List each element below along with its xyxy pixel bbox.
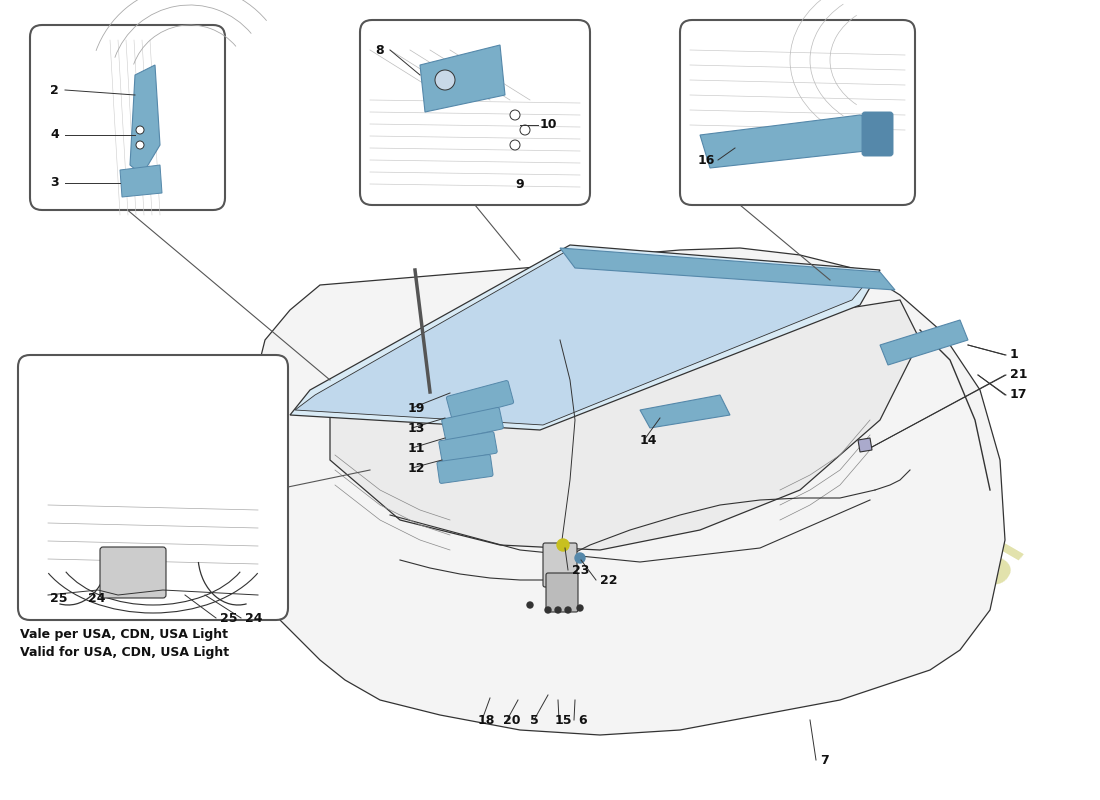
Text: 4: 4: [50, 129, 58, 142]
Text: Valid for USA, CDN, USA Light: Valid for USA, CDN, USA Light: [20, 646, 229, 659]
Polygon shape: [240, 248, 1005, 735]
Polygon shape: [700, 115, 874, 168]
Text: 11: 11: [408, 442, 426, 454]
FancyBboxPatch shape: [442, 407, 504, 441]
FancyBboxPatch shape: [360, 20, 590, 205]
Text: since 1985: since 1985: [693, 377, 1027, 603]
Text: 21: 21: [1010, 369, 1027, 382]
FancyBboxPatch shape: [543, 543, 578, 587]
Text: 12: 12: [408, 462, 426, 474]
Circle shape: [544, 607, 551, 613]
Text: 6: 6: [578, 714, 586, 726]
Polygon shape: [858, 438, 872, 452]
Circle shape: [520, 125, 530, 135]
Text: 13: 13: [408, 422, 426, 434]
Polygon shape: [640, 395, 730, 428]
Polygon shape: [290, 245, 880, 430]
Circle shape: [527, 602, 534, 608]
Circle shape: [556, 607, 561, 613]
Text: 7: 7: [820, 754, 828, 766]
Polygon shape: [130, 65, 159, 175]
Circle shape: [136, 126, 144, 134]
Text: 25: 25: [220, 611, 238, 625]
Text: 8: 8: [375, 43, 384, 57]
Text: 22: 22: [600, 574, 617, 586]
Text: passion: passion: [650, 299, 990, 541]
Text: 1: 1: [1010, 349, 1019, 362]
FancyBboxPatch shape: [546, 573, 578, 612]
Text: 23: 23: [572, 563, 590, 577]
Polygon shape: [120, 165, 162, 197]
Text: 16: 16: [698, 154, 715, 166]
FancyBboxPatch shape: [18, 355, 288, 620]
Text: 19: 19: [408, 402, 426, 414]
Circle shape: [565, 607, 571, 613]
Text: 24: 24: [245, 611, 263, 625]
Polygon shape: [560, 248, 895, 290]
Polygon shape: [760, 295, 810, 380]
FancyBboxPatch shape: [447, 381, 514, 419]
Text: 24: 24: [88, 591, 106, 605]
Text: 15: 15: [556, 714, 572, 726]
Text: 9: 9: [515, 178, 524, 191]
Circle shape: [578, 605, 583, 611]
Text: 5: 5: [530, 714, 539, 726]
FancyBboxPatch shape: [100, 547, 166, 598]
Circle shape: [136, 141, 144, 149]
Text: 25: 25: [50, 591, 67, 605]
Text: 14: 14: [640, 434, 658, 446]
FancyBboxPatch shape: [439, 432, 497, 462]
Polygon shape: [880, 320, 968, 365]
Text: Vale per USA, CDN, USA Light: Vale per USA, CDN, USA Light: [20, 628, 228, 641]
Polygon shape: [330, 300, 920, 550]
Circle shape: [434, 70, 455, 90]
Polygon shape: [295, 252, 870, 425]
Text: 10: 10: [540, 118, 558, 131]
Circle shape: [510, 140, 520, 150]
Circle shape: [510, 110, 520, 120]
Text: 3: 3: [50, 177, 58, 190]
FancyBboxPatch shape: [437, 454, 493, 483]
Circle shape: [557, 539, 569, 551]
Text: 20: 20: [503, 714, 520, 726]
FancyBboxPatch shape: [680, 20, 915, 205]
Polygon shape: [420, 45, 505, 112]
FancyBboxPatch shape: [862, 112, 893, 156]
Text: 2: 2: [50, 83, 58, 97]
Circle shape: [575, 553, 585, 563]
FancyBboxPatch shape: [30, 25, 225, 210]
Text: 18: 18: [478, 714, 495, 726]
Text: 17: 17: [1010, 389, 1027, 402]
